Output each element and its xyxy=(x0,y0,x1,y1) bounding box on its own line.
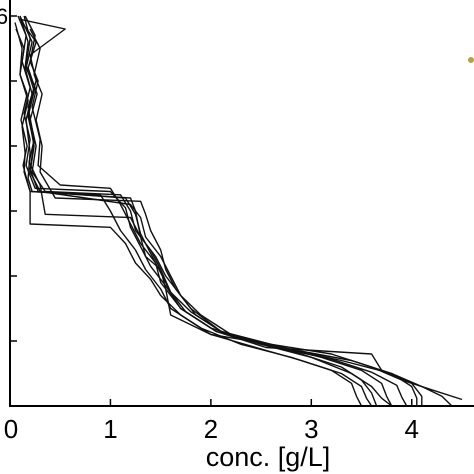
x-tick-label: 4 xyxy=(405,414,419,444)
x-tick-label: 1 xyxy=(103,414,117,444)
x-axis-ticks: 0 1 2 3 4 xyxy=(4,399,419,444)
series-line-8 xyxy=(15,28,373,407)
series-line-10 xyxy=(23,15,408,407)
series-line-4 xyxy=(19,15,453,407)
x-axis-title: conc. [g/L] xyxy=(206,442,331,472)
y-axis-ticks: 6 xyxy=(0,4,17,342)
legend-marker xyxy=(468,57,474,63)
x-tick-label: 2 xyxy=(204,414,218,444)
y-tick-label: 6 xyxy=(0,4,8,29)
series-line-3 xyxy=(14,22,363,407)
series-line-7 xyxy=(21,22,423,406)
x-tick-label: 0 xyxy=(4,414,18,444)
series-line-2 xyxy=(24,15,378,407)
series-line-5 xyxy=(29,28,393,407)
plot-frame xyxy=(9,0,474,407)
series-traces xyxy=(14,15,463,407)
series-line-1 xyxy=(19,15,463,401)
x-tick-label: 3 xyxy=(304,414,318,444)
series-line-6 xyxy=(17,15,393,407)
series-line-9 xyxy=(19,18,418,406)
